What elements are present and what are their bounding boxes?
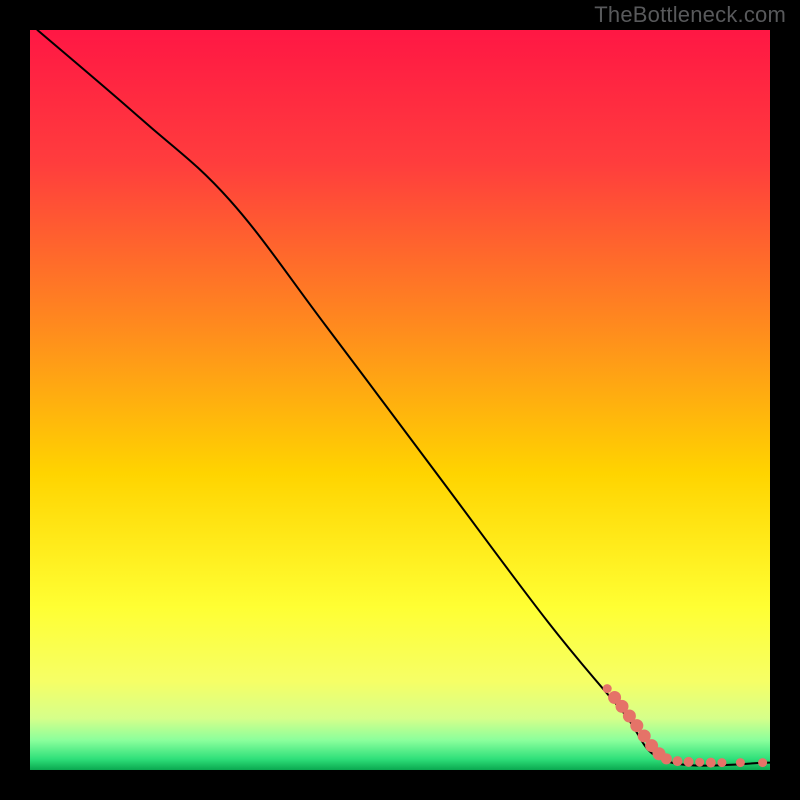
data-marker — [603, 684, 612, 693]
attribution-label: TheBottleneck.com — [594, 2, 786, 28]
data-marker — [661, 753, 672, 764]
data-marker — [673, 756, 683, 766]
bottleneck-chart — [0, 0, 800, 800]
chart-gradient-background — [30, 30, 770, 770]
data-marker — [717, 758, 726, 767]
data-marker — [736, 758, 745, 767]
data-marker — [684, 757, 694, 767]
data-marker — [706, 758, 716, 768]
data-marker — [758, 758, 767, 767]
data-marker — [695, 758, 704, 767]
